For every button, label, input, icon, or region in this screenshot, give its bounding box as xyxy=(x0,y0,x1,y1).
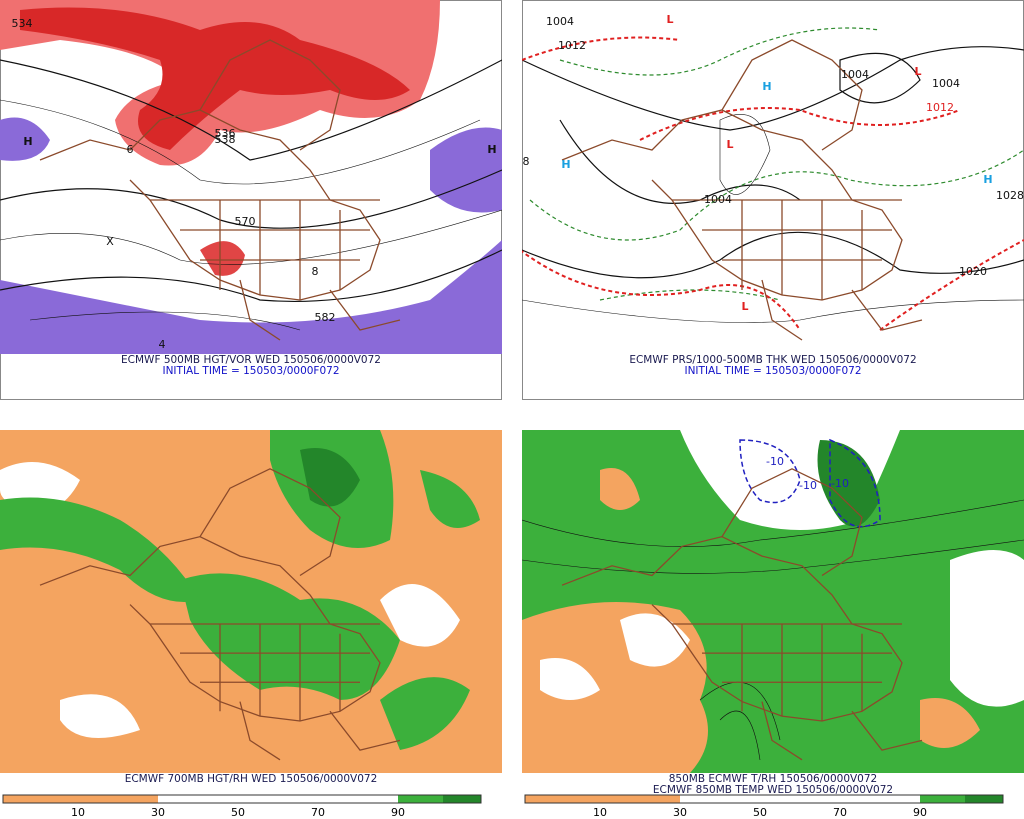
colorbar-segment xyxy=(398,795,443,803)
colorbar-segment xyxy=(920,795,965,803)
contour-label: 1004 xyxy=(841,68,869,81)
map-850mb xyxy=(522,430,1024,773)
pressure-center: H xyxy=(487,143,496,156)
colorbar-segment xyxy=(443,795,481,803)
contour-label: 6 xyxy=(127,143,134,156)
contour-label: 582 xyxy=(315,311,336,324)
colorbar-frame xyxy=(524,794,1004,804)
map-thickness xyxy=(522,27,1024,341)
colorbar-segment xyxy=(965,795,1003,803)
contour-label: 8 xyxy=(312,265,319,278)
map-caption: ECMWF PRS/1000-500MB THK WED 150506/0000… xyxy=(629,354,916,366)
map-caption: ECMWF 700MB HGT/RH WED 150506/0000V072 xyxy=(125,773,378,785)
contour-label: 1004 xyxy=(932,77,960,90)
pressure-center: H xyxy=(561,158,570,171)
colorbar-label: 30 xyxy=(673,806,687,819)
colorbar-segment xyxy=(3,795,78,803)
colorbar-label: 90 xyxy=(391,806,405,819)
pressure-center: L xyxy=(726,138,733,151)
colorbar-label: 50 xyxy=(753,806,767,819)
colorbar-segment xyxy=(600,795,680,803)
map-500mb xyxy=(0,0,502,354)
contour-label: X xyxy=(106,235,114,248)
pressure-center: L xyxy=(741,300,748,313)
colorbar-segment xyxy=(840,795,920,803)
contour-label: 536 xyxy=(215,127,236,140)
contour-label: 538 xyxy=(215,133,236,146)
colorbar-label: 50 xyxy=(231,806,245,819)
contour-label: -10 xyxy=(799,479,817,492)
colorbar-segment xyxy=(318,795,398,803)
map-caption: ECMWF 850MB TEMP WED 150506/0000V072 xyxy=(653,784,893,796)
colorbar-segment xyxy=(525,795,600,803)
colorbar-frame xyxy=(2,794,482,804)
map-caption: INITIAL TIME = 150503/0000F072 xyxy=(162,365,339,377)
pressure-center: L xyxy=(666,13,673,26)
colorbar-label: 10 xyxy=(593,806,607,819)
contour-label: 1020 xyxy=(959,265,987,278)
pressure-center: H xyxy=(762,80,771,93)
map-caption: INITIAL TIME = 150503/0000F072 xyxy=(684,365,861,377)
colorbar-segment xyxy=(78,795,158,803)
contour-label: 1028 xyxy=(996,189,1024,202)
map-caption: 850MB ECMWF T/RH 150506/0000V072 xyxy=(669,773,877,785)
pressure-center: L xyxy=(914,65,921,78)
contour-label: 4 xyxy=(159,338,166,351)
map-700mb xyxy=(0,430,502,773)
contour-label: 1012 xyxy=(926,101,954,114)
colorbar-label: 70 xyxy=(833,806,847,819)
pressure-center: H xyxy=(983,173,992,186)
map-caption: ECMWF 500MB HGT/VOR WED 150506/0000V072 xyxy=(121,354,381,366)
colorbar-segment xyxy=(680,795,840,803)
contour-label: -10 xyxy=(831,477,849,490)
contour-label: 1004 xyxy=(546,15,574,28)
colorbar-segment xyxy=(158,795,318,803)
contour-label: 8 xyxy=(523,155,530,168)
contour-label: 534 xyxy=(12,17,33,30)
colorbar-label: 10 xyxy=(71,806,85,819)
colorbar-label: 30 xyxy=(151,806,165,819)
contour-label: 570 xyxy=(235,215,256,228)
colorbar-label: 70 xyxy=(311,806,325,819)
contour-label: 1012 xyxy=(558,39,586,52)
pressure-center: H xyxy=(23,135,32,148)
contour-label: 1004 xyxy=(704,193,732,206)
colorbar-label: 90 xyxy=(913,806,927,819)
contour-label: -10 xyxy=(766,455,784,468)
